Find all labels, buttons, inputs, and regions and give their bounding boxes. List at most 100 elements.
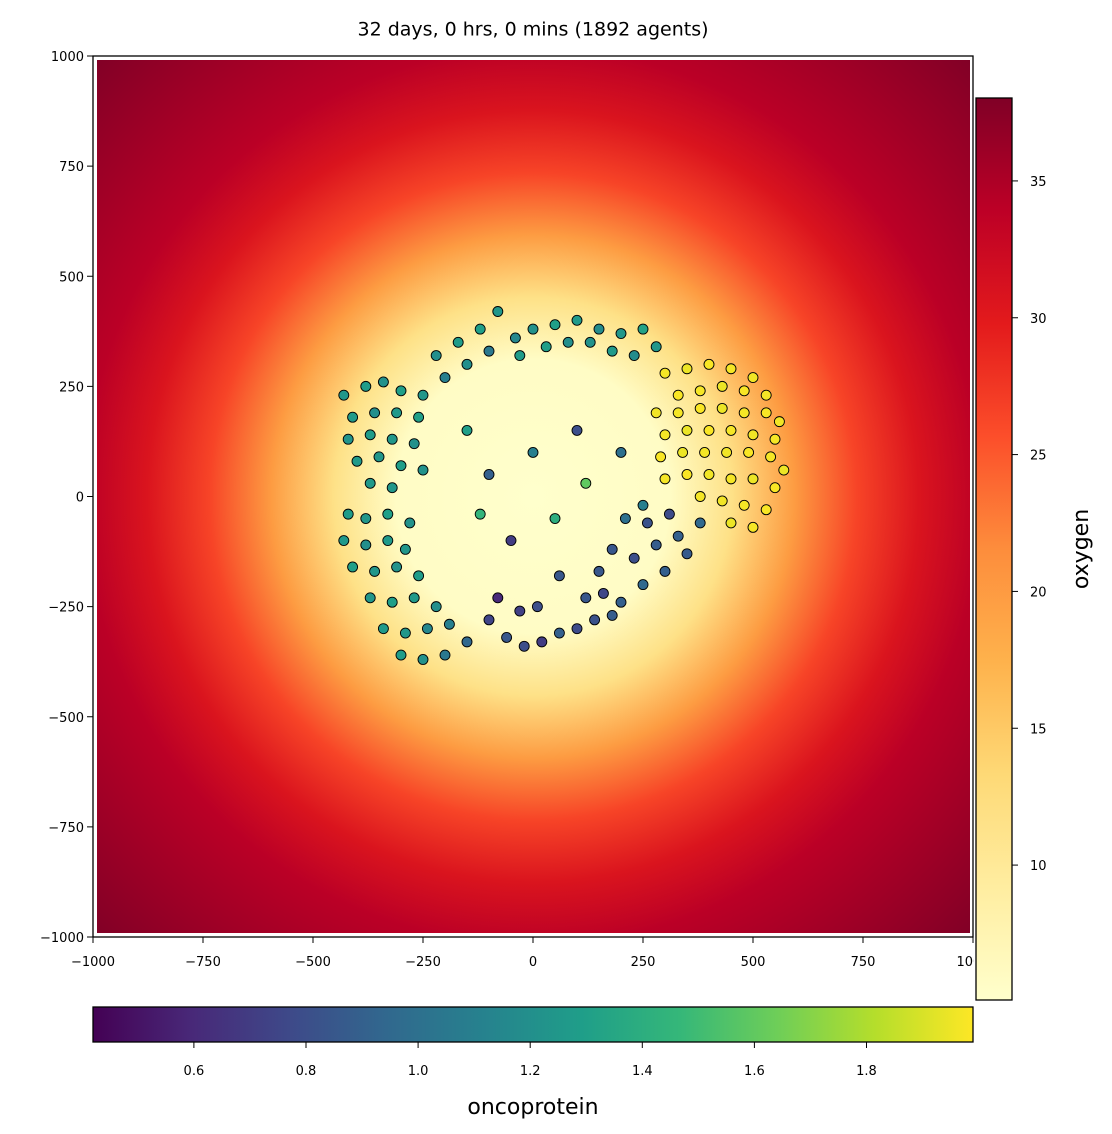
agent: [650, 341, 662, 353]
colorbar-tick-label: 20: [1030, 585, 1047, 600]
agent: [527, 447, 539, 458]
agent: [439, 372, 451, 384]
agent: [382, 535, 394, 546]
agent: [650, 539, 662, 551]
agent: [571, 424, 583, 436]
agent: [417, 389, 429, 401]
colorbar-tick-label: 25: [1030, 449, 1047, 464]
agent: [553, 570, 565, 582]
agent: [430, 350, 442, 361]
agent: [351, 455, 363, 467]
agent: [399, 543, 411, 555]
agent: [505, 535, 517, 546]
agent: [637, 499, 649, 511]
agent: [474, 323, 486, 335]
agent: [738, 499, 750, 511]
agent: [778, 464, 790, 476]
agent: [527, 323, 539, 335]
agent: [615, 596, 627, 608]
agent: [619, 513, 631, 524]
agent: [703, 358, 715, 370]
agent: [716, 380, 728, 392]
agent: [743, 447, 755, 458]
agent: [553, 627, 565, 639]
colorbar-tick-label: 1.8: [856, 1064, 877, 1079]
colorbar-label: oxygen: [1069, 509, 1094, 589]
agent: [694, 385, 706, 397]
agent: [747, 473, 759, 485]
agent: [395, 460, 407, 472]
agent: [395, 385, 407, 397]
agent: [501, 632, 513, 643]
agent: [659, 367, 671, 379]
agent: [483, 345, 495, 357]
agent: [716, 402, 728, 414]
x-tick-label: −250: [405, 955, 441, 970]
agent: [593, 565, 605, 577]
colorbar-tick-label: 1.0: [408, 1064, 429, 1079]
agent: [461, 636, 473, 648]
colorbar-tick-label: 1.2: [520, 1064, 541, 1079]
agent: [747, 521, 759, 533]
y-tick-label: 250: [59, 380, 84, 395]
y-tick-label: 500: [59, 270, 84, 285]
agent: [663, 508, 675, 520]
agent: [681, 424, 693, 436]
agent: [452, 336, 464, 348]
agent: [694, 402, 706, 414]
agent: [369, 565, 381, 577]
agent: [699, 447, 711, 458]
agent: [386, 596, 398, 608]
agent: [342, 508, 354, 520]
agent: [360, 380, 372, 392]
agent: [584, 336, 596, 348]
agent: [443, 618, 455, 630]
agent: [606, 345, 618, 357]
colorbar: [975, 97, 1013, 1001]
agent: [672, 389, 684, 401]
agent: [760, 407, 772, 419]
x-tick-label: −750: [185, 955, 221, 970]
agent: [549, 319, 561, 331]
agent: [571, 314, 583, 326]
agent: [703, 424, 715, 436]
agent: [413, 570, 425, 582]
y-tick-label: −750: [48, 821, 84, 836]
colorbar-tick-label: 0.8: [296, 1064, 317, 1079]
agent: [369, 407, 381, 419]
agent: [580, 477, 592, 489]
agent: [391, 407, 403, 419]
agent: [694, 491, 706, 502]
agent: [655, 451, 667, 463]
x-tick-label: 250: [631, 955, 656, 970]
agent: [571, 623, 583, 635]
agent: [386, 482, 398, 494]
x-tick-label: −500: [295, 955, 331, 970]
colorbar-tick-label: 1.4: [632, 1064, 653, 1079]
agent: [536, 636, 548, 648]
y-tick-label: −1000: [40, 931, 84, 946]
agent: [492, 592, 504, 604]
colorbar-tick-label: 0.6: [184, 1064, 205, 1079]
agent: [439, 649, 451, 661]
agent: [364, 429, 376, 441]
y-tick-label: −250: [48, 601, 84, 616]
x-tick-label: 500: [741, 955, 766, 970]
agent: [377, 376, 389, 388]
agent: [382, 508, 394, 520]
agent: [725, 424, 737, 436]
agent: [721, 447, 733, 458]
x-tick-label: −1000: [71, 955, 115, 970]
agent: [606, 543, 618, 555]
agent: [681, 469, 693, 480]
agent: [509, 332, 521, 344]
agent: [769, 433, 781, 445]
agent: [408, 592, 420, 604]
agent: [364, 477, 376, 489]
agent: [725, 517, 737, 529]
agent: [593, 323, 605, 335]
colorbar-tick-label: 10: [1030, 859, 1047, 874]
y-tick-label: 0: [76, 491, 84, 506]
agent: [659, 565, 671, 577]
agent: [738, 407, 750, 419]
